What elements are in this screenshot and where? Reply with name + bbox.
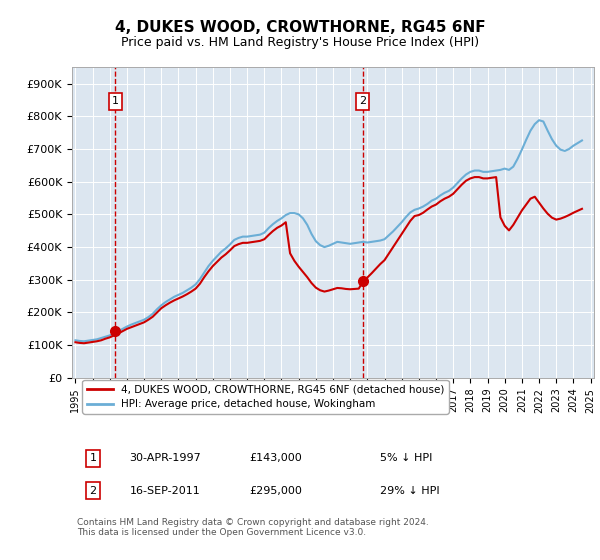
Text: 30-APR-1997: 30-APR-1997 bbox=[130, 453, 201, 463]
Text: £143,000: £143,000 bbox=[250, 453, 302, 463]
Text: 5% ↓ HPI: 5% ↓ HPI bbox=[380, 453, 433, 463]
Text: 2: 2 bbox=[359, 96, 366, 106]
Text: 1: 1 bbox=[89, 453, 97, 463]
Text: 16-SEP-2011: 16-SEP-2011 bbox=[130, 486, 200, 496]
Text: Contains HM Land Registry data © Crown copyright and database right 2024.
This d: Contains HM Land Registry data © Crown c… bbox=[77, 518, 429, 538]
Text: 1: 1 bbox=[112, 96, 119, 106]
Text: 29% ↓ HPI: 29% ↓ HPI bbox=[380, 486, 440, 496]
Text: 2: 2 bbox=[89, 486, 97, 496]
Text: Price paid vs. HM Land Registry's House Price Index (HPI): Price paid vs. HM Land Registry's House … bbox=[121, 36, 479, 49]
Text: £295,000: £295,000 bbox=[250, 486, 302, 496]
Legend: 4, DUKES WOOD, CROWTHORNE, RG45 6NF (detached house), HPI: Average price, detach: 4, DUKES WOOD, CROWTHORNE, RG45 6NF (det… bbox=[82, 380, 449, 413]
Text: 4, DUKES WOOD, CROWTHORNE, RG45 6NF: 4, DUKES WOOD, CROWTHORNE, RG45 6NF bbox=[115, 20, 485, 35]
